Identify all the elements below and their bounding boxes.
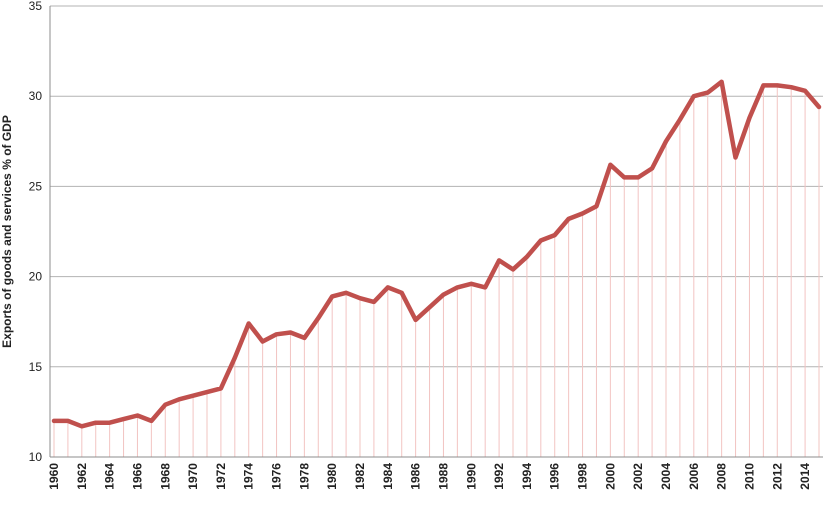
series-line bbox=[51, 79, 822, 429]
x-tick-label: 1998 bbox=[576, 463, 590, 490]
x-tick-label: 1996 bbox=[548, 463, 562, 490]
y-tick-label: 25 bbox=[29, 179, 43, 193]
series-layer bbox=[51, 79, 822, 429]
x-tick-label: 1990 bbox=[464, 463, 478, 490]
x-tick-label: 1988 bbox=[436, 463, 450, 490]
drop-lines bbox=[53, 81, 820, 457]
y-tick-label: 30 bbox=[29, 89, 43, 103]
x-tick-label: 1982 bbox=[353, 463, 367, 490]
x-tick-label: 2002 bbox=[631, 463, 645, 490]
x-tick-label: 1984 bbox=[381, 463, 395, 490]
x-tick-label: 1968 bbox=[158, 463, 172, 490]
x-tick-label: 1994 bbox=[520, 463, 534, 490]
y-tick-label: 10 bbox=[29, 450, 43, 464]
x-tick-label: 2014 bbox=[798, 463, 812, 490]
x-tick-label: 1986 bbox=[409, 463, 423, 490]
gridlines bbox=[50, 5, 823, 458]
x-tick-label: 1966 bbox=[130, 463, 144, 490]
y-tick-label: 35 bbox=[29, 0, 43, 13]
y-tick-label: 15 bbox=[29, 360, 43, 374]
x-tick-label: 1962 bbox=[75, 463, 89, 490]
x-tick-label: 2010 bbox=[742, 463, 756, 490]
x-tick-label: 1970 bbox=[186, 463, 200, 490]
x-tick-label: 1974 bbox=[242, 463, 256, 490]
x-tick-label: 1978 bbox=[297, 463, 311, 490]
x-tick-label: 2008 bbox=[715, 463, 729, 490]
x-tick-label: 2012 bbox=[770, 463, 784, 490]
x-tick-label: 2006 bbox=[687, 463, 701, 490]
x-tick-label: 2000 bbox=[603, 463, 617, 490]
x-tick-labels: 1960 1962 1964 1966 1968 1970 1972 1974 1976 1978… bbox=[47, 463, 812, 490]
x-tick-label: 1976 bbox=[270, 463, 284, 490]
y-axis-title: Exports of goods and services % of GDP bbox=[0, 115, 14, 348]
y-tick-label: 20 bbox=[29, 270, 43, 284]
x-tick-label: 1960 bbox=[47, 463, 61, 490]
y-tick-labels: 10 15 20 25 30 35 bbox=[29, 0, 43, 464]
x-tick-label: 2004 bbox=[659, 463, 673, 490]
x-tick-label: 1964 bbox=[103, 463, 117, 490]
x-tick-label: 1972 bbox=[214, 463, 228, 490]
x-tick-label: 1980 bbox=[325, 463, 339, 490]
x-tick-label: 1992 bbox=[492, 463, 506, 490]
